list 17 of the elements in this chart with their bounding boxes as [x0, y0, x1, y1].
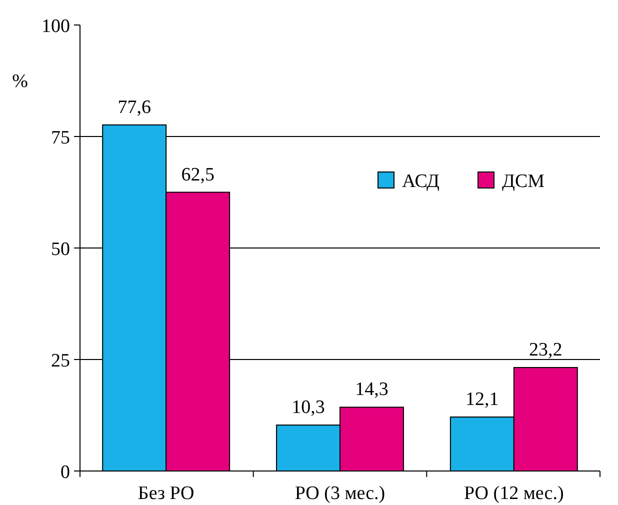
- legend-label: ДСМ: [502, 171, 545, 192]
- y-tick-label: 75: [51, 128, 70, 148]
- x-tick-label: Без РО: [138, 483, 194, 504]
- y-tick-label: 50: [51, 239, 70, 260]
- data-label: 62,5: [181, 164, 214, 186]
- data-label: 77,6: [118, 96, 151, 118]
- data-label: 12,1: [466, 389, 499, 410]
- data-label: 10,3: [292, 397, 325, 418]
- data-label: 14,3: [355, 379, 388, 400]
- x-tick-label: РО (3 мес.): [294, 483, 386, 504]
- y-tick-label: 0: [60, 462, 70, 483]
- data-label: 23,2: [529, 340, 562, 361]
- legend-label: АСД: [402, 171, 440, 192]
- y-tick-label: 100: [42, 16, 70, 37]
- y-tick-label: 25: [51, 350, 70, 372]
- y-axis-title: %: [12, 71, 28, 92]
- x-tick-label: РО (12 мес.): [464, 483, 564, 504]
